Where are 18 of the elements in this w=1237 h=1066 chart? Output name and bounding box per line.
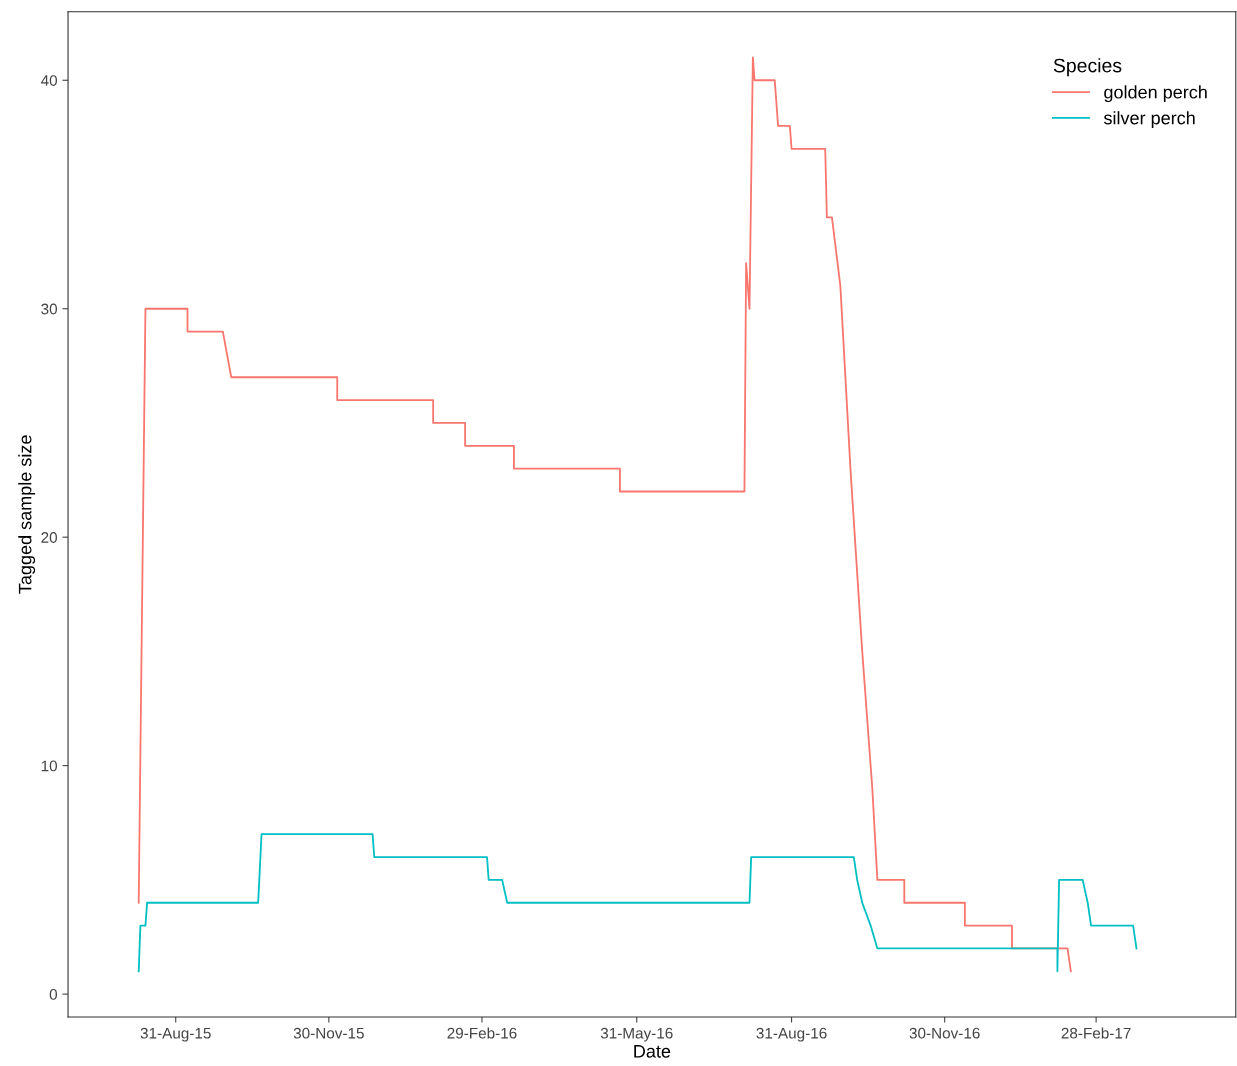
x-tick-label: 31-May-16 bbox=[600, 1027, 673, 1042]
legend-label: golden perch bbox=[1104, 85, 1207, 103]
y-tick-label: 40 bbox=[40, 75, 58, 86]
x-tick-label: 30-Nov-15 bbox=[293, 1027, 364, 1039]
x-tick-label: 30-Nov-16 bbox=[909, 1027, 980, 1039]
legend-label: silver perch bbox=[1103, 111, 1195, 128]
y-tick-label: 30 bbox=[41, 303, 58, 315]
y-tick-label: 0 bbox=[49, 988, 58, 1000]
x-tick-label: 31-Aug-16 bbox=[756, 1027, 827, 1042]
y-axis-title: Tagged sample size bbox=[18, 435, 36, 594]
x-tick-label: 31-Aug-15 bbox=[140, 1027, 211, 1042]
x-tick-label: 28-Feb-17 bbox=[1061, 1027, 1131, 1039]
line-series bbox=[137, 833, 1138, 973]
y-tick-label: 20 bbox=[41, 532, 58, 543]
x-axis-title: Date bbox=[634, 1045, 671, 1058]
x-tick-label: 29-Feb-16 bbox=[447, 1027, 517, 1039]
legend-title: Species bbox=[1053, 58, 1122, 77]
y-tick-label: 10 bbox=[41, 760, 58, 772]
